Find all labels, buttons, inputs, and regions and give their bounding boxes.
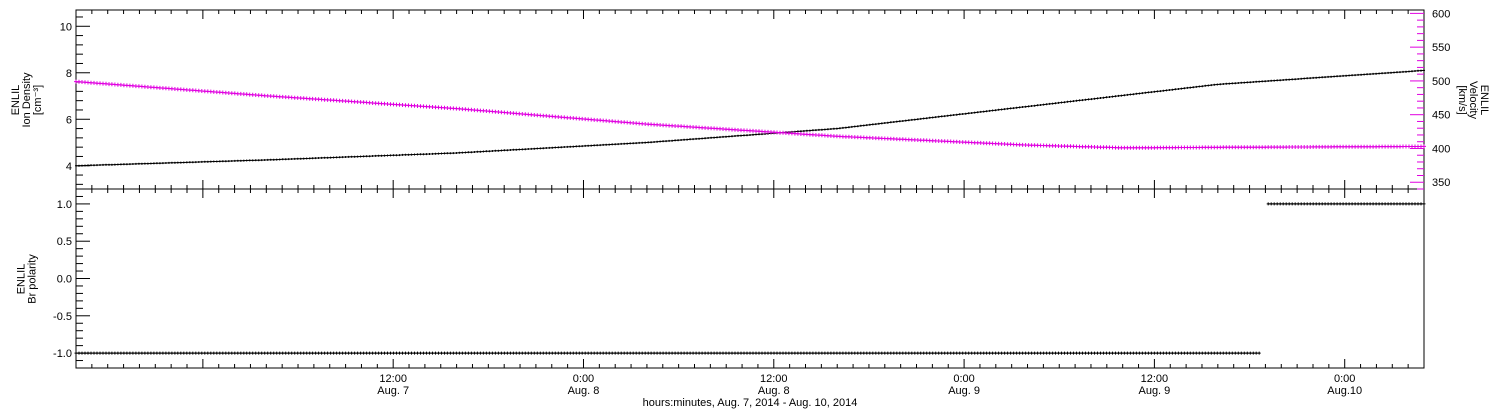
x-tick-date-label: Aug.10 — [1327, 385, 1362, 397]
velocity-axis-tick-label: 400 — [1432, 143, 1450, 155]
density-axis-title-line: [cm⁻³] — [32, 85, 44, 115]
polarity-series-markers — [74, 202, 1426, 355]
velocity-axis-title-line: Velocity — [1467, 81, 1479, 119]
x-tick-time-label: 0:00 — [1334, 373, 1355, 385]
density-axis-tick-label: 10 — [60, 21, 72, 33]
density-series — [75, 69, 1425, 167]
polarity-axis-tick-label: 1.0 — [57, 199, 72, 211]
velocity-axis-title-line: ENLIL — [1478, 85, 1490, 116]
polarity-axis-tick-label: -1.0 — [53, 348, 72, 360]
polarity-axis-title-line: ENLIL — [16, 264, 28, 295]
polarity-axis-title-line: Br polarity — [27, 254, 39, 304]
density-series-line — [75, 69, 1425, 167]
velocity-series-line — [75, 81, 1425, 149]
x-tick-time-label: 12:00 — [379, 373, 407, 385]
density-axis-tick-label: 4 — [66, 161, 72, 173]
density-axis-title: ENLIL Ion Density [cm⁻³] — [10, 72, 44, 128]
x-tick-time-label: 12:00 — [760, 373, 788, 385]
polarity-axis-tick-label: -0.5 — [53, 311, 72, 323]
x-tick-date-label: Aug. 8 — [568, 385, 600, 397]
polarity-axis-tick-label: 0.5 — [57, 236, 72, 248]
velocity-axis-title-line: [km/s] — [1456, 85, 1468, 114]
velocity-series — [74, 79, 1426, 150]
x-tick-date-label: Aug. 9 — [1138, 385, 1170, 397]
polarity-axis-tick-label: 0.0 — [57, 274, 72, 286]
velocity-axis-tick-label: 450 — [1432, 110, 1450, 122]
velocity-series-markers — [74, 79, 1426, 150]
polarity-axis-title: ENLIL Br polarity — [16, 254, 39, 304]
x-tick-time-label: 0:00 — [953, 373, 974, 385]
polarity-series — [74, 202, 1426, 355]
velocity-axis-tick-label: 500 — [1432, 76, 1450, 88]
top-panel-frame — [75, 9, 1425, 190]
density-axis-tick-label: 8 — [66, 68, 72, 80]
x-tick-date-label: Aug. 8 — [758, 385, 790, 397]
x-tick-time-label: 0:00 — [573, 373, 594, 385]
density-series-markers — [75, 69, 1425, 167]
x-axis-title: hours:minutes, Aug. 7, 2014 - Aug. 10, 2… — [643, 397, 858, 409]
velocity-axis-tick-label: 600 — [1432, 8, 1450, 20]
velocity-axis-tick-label: 350 — [1432, 177, 1450, 189]
density-axis-tick-label: 6 — [66, 114, 72, 126]
x-tick-date-label: Aug. 7 — [377, 385, 409, 397]
velocity-axis-tick-label: 550 — [1432, 42, 1450, 54]
density-axis-title-line: ENLIL — [10, 85, 22, 116]
bottom-panel-frame — [75, 188, 1425, 369]
density-axis-title-line: Ion Density — [21, 72, 33, 128]
x-tick-time-label: 12:00 — [1141, 373, 1169, 385]
x-tick-date-label: Aug. 9 — [948, 385, 980, 397]
